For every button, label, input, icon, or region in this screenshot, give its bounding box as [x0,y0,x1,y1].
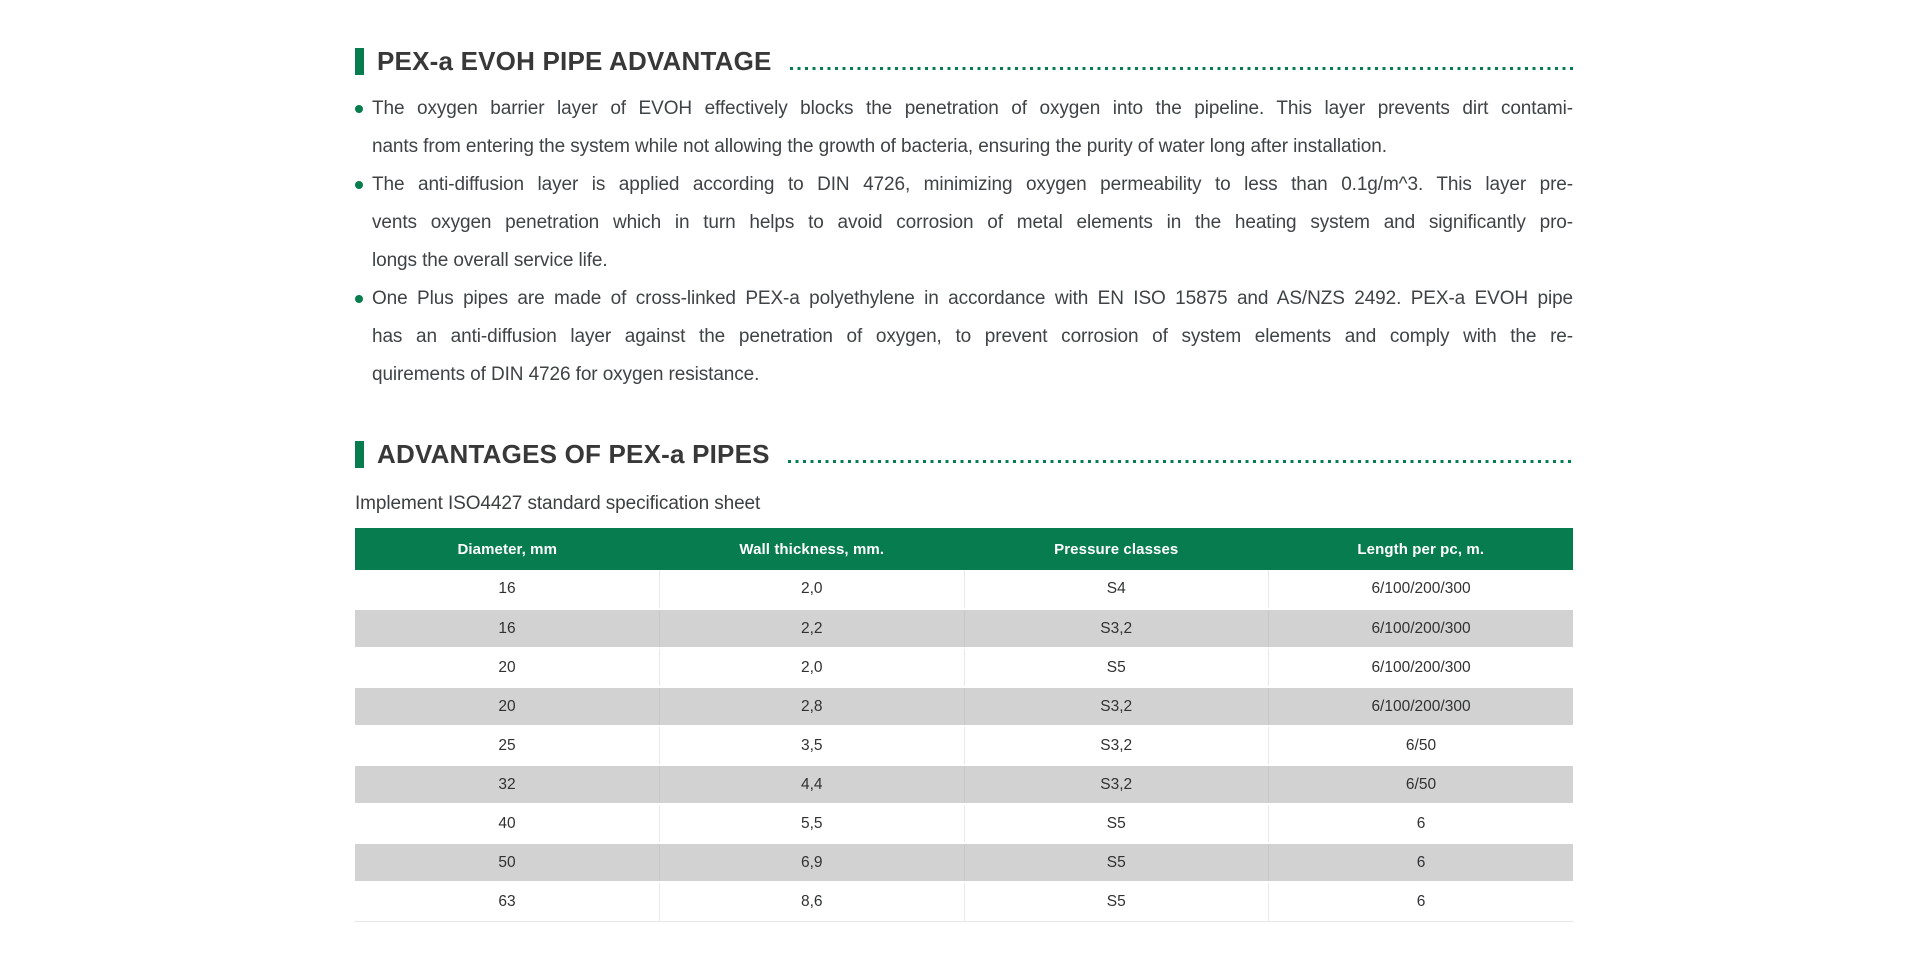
green-accent-bar [355,441,364,468]
table-cell: 50 [498,853,516,871]
table-cell: 63 [498,892,516,910]
table-subtitle: Implement ISO4427 standard specification… [355,493,761,514]
table-cell: 6 [1268,843,1573,882]
table-cell: 6 [1268,882,1573,921]
bullet-text-line: The anti-diffusion layer is applied acco… [372,174,1573,195]
bullet-text-line: has an anti-diffusion layer against the … [372,326,1573,347]
bullet-text-line: longs the overall service life. [372,250,608,271]
table-cell: 6/100/200/300 [1268,687,1573,726]
table-cell: 3,5 [659,726,964,765]
table-cell: 20 [498,697,516,715]
table-cell: 25 [498,736,516,754]
table-column-header: Length per pc, m. [1268,528,1573,570]
bullet-text: The anti-diffusion layer is applied acco… [372,166,1573,280]
table-row: 40 5,5 S5 6 [355,804,1573,843]
table-row: 25 3,5 S3,2 6/50 [355,726,1573,765]
table-header-row: Diameter, mm Wall thickness, mm. Pressure … [355,528,1573,570]
bullet-text-line: The oxygen barrier layer of EVOH effecti… [372,98,1573,119]
table-cell: 6/100/200/300 [1268,648,1573,687]
table-cell: S3,2 [963,726,1269,765]
bullet-dot-icon [355,295,363,303]
table-cell: 32 [498,775,516,793]
section-heading-pipe-advantage: PEX-a EVOH PIPE ADVANTAGE [355,46,1573,77]
table-column-header: Diameter, mm [355,528,660,570]
table-cell: 6/100/200/300 [1268,609,1573,648]
table-cell: 4,4 [659,765,964,804]
table-cell: 2,0 [659,648,964,687]
bullet-dot-icon [355,105,363,113]
table-cell: S5 [963,804,1269,843]
table-cell: 6,9 [659,843,964,882]
table-row: 20 2,8 S3,2 6/100/200/300 [355,687,1573,726]
list-item: One Plus pipes are made of cross-linked … [355,280,1573,394]
table-cell: S5 [963,648,1269,687]
table-column-header: Wall thickness, mm. [659,528,964,570]
list-item: The anti-diffusion layer is applied acco… [355,166,1573,280]
table-row: 50 6,9 S5 6 [355,843,1573,882]
table-row: 63 8,6 S5 6 [355,882,1573,921]
advantages-bullet-list: The oxygen barrier layer of EVOH effecti… [355,90,1573,394]
table-header: Diameter, mm Wall thickness, mm. Pressure … [355,528,1573,570]
table-cell: 6/100/200/300 [1268,570,1573,609]
table-cell: 2,8 [659,687,964,726]
bullet-text-line: nants from entering the system while not… [372,136,1387,157]
bullet-text: The oxygen barrier layer of EVOH effecti… [372,90,1573,166]
table-cell: 6 [1268,804,1573,843]
table-cell: S5 [963,882,1269,921]
green-accent-bar [355,48,364,75]
table-cell: S3,2 [963,609,1269,648]
bullet-dot-icon [355,181,363,189]
list-item: The oxygen barrier layer of EVOH effecti… [355,90,1573,166]
dotted-leader-line [789,67,1573,70]
section-heading-pex-advantages: ADVANTAGES OF PEX-a PIPES [355,439,1573,470]
bullet-text: One Plus pipes are made of cross-linked … [372,280,1573,394]
table-column-header: Pressure classes [964,528,1269,570]
section-title: PEX-a EVOH PIPE ADVANTAGE [377,46,772,76]
table-cell: 6/50 [1268,726,1573,765]
table-cell: 2,0 [659,570,964,609]
table-cell: 16 [498,580,516,597]
bullet-text-line: One Plus pipes are made of cross-linked … [372,288,1573,309]
table-cell: S5 [963,843,1269,882]
bullet-text-line: vents oxygen penetration which in turn h… [372,212,1573,233]
table-row: 16 2,2 S3,2 6/100/200/300 [355,609,1573,648]
table-cell: 5,5 [659,804,964,843]
table-body: 16 2,0 S4 6/100/200/300 16 2,2 S3,2 6/100/200/3… [355,570,1573,921]
dotted-leader-line [787,460,1573,463]
table-row: 32 4,4 S3,2 6/50 [355,765,1573,804]
specification-table: Diameter, mm Wall thickness, mm. Pressure … [355,528,1573,922]
table-cell: 2,2 [659,609,964,648]
section-title: ADVANTAGES OF PEX-a PIPES [377,439,770,469]
document-page: PEX-a EVOH PIPE ADVANTAGE The oxygen bar… [355,0,1573,922]
table-cell: S3,2 [963,687,1269,726]
table-row: 20 2,0 S5 6/100/200/300 [355,648,1573,687]
table-cell: 6/50 [1268,765,1573,804]
table-cell: 16 [498,619,516,637]
table-cell: 8,6 [659,882,964,921]
table-cell: S4 [963,570,1269,609]
table-row: 16 2,0 S4 6/100/200/300 [355,570,1573,609]
table-cell: 40 [498,814,516,832]
bullet-text-line: quirements of DIN 4726 for oxygen resist… [372,364,760,385]
table-cell: S3,2 [963,765,1269,804]
table-cell: 20 [498,658,516,676]
